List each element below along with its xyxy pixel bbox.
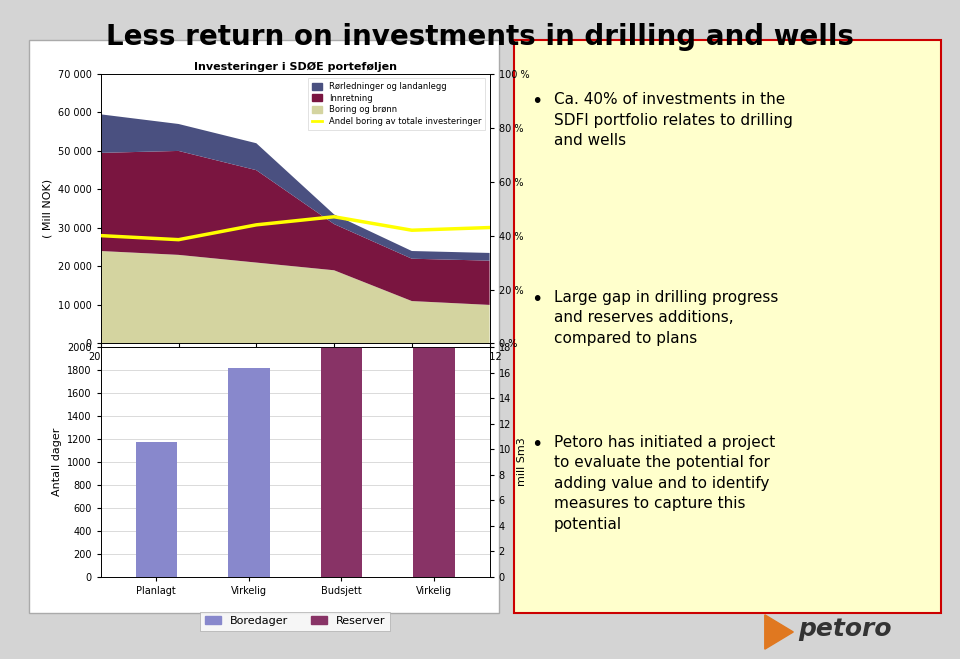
- Text: Petoro has initiated a project
to evaluate the potential for
adding value and to: Petoro has initiated a project to evalua…: [554, 435, 775, 532]
- Text: •: •: [531, 290, 542, 309]
- Text: •: •: [531, 92, 542, 111]
- Bar: [321, 0, 362, 577]
- Text: •: •: [531, 435, 542, 454]
- Text: Less return on investments in drilling and wells: Less return on investments in drilling a…: [106, 23, 854, 51]
- Legend: Rørledninger og landanlegg, Innretning, Boring og brønn, Andel boring av totale : Rørledninger og landanlegg, Innretning, …: [308, 78, 486, 130]
- Bar: [135, 442, 178, 577]
- Title: Investeringer i SDØE porteføljen: Investeringer i SDØE porteføljen: [194, 61, 396, 72]
- Bar: [413, 0, 455, 577]
- Text: Large gap in drilling progress
and reserves additions,
compared to plans: Large gap in drilling progress and reser…: [554, 290, 779, 346]
- Y-axis label: mill Sm3: mill Sm3: [516, 438, 526, 486]
- Y-axis label: ( Mill NOK): ( Mill NOK): [42, 179, 53, 239]
- Bar: [228, 368, 270, 577]
- Text: Ca. 40% of investments in the
SDFI portfolio relates to drilling
and wells: Ca. 40% of investments in the SDFI portf…: [554, 92, 793, 148]
- Polygon shape: [765, 615, 793, 649]
- Legend: Boredager, Reserver: Boredager, Reserver: [201, 612, 390, 631]
- Text: petoro: petoro: [799, 617, 892, 641]
- Y-axis label: Antall dager: Antall dager: [52, 428, 61, 496]
